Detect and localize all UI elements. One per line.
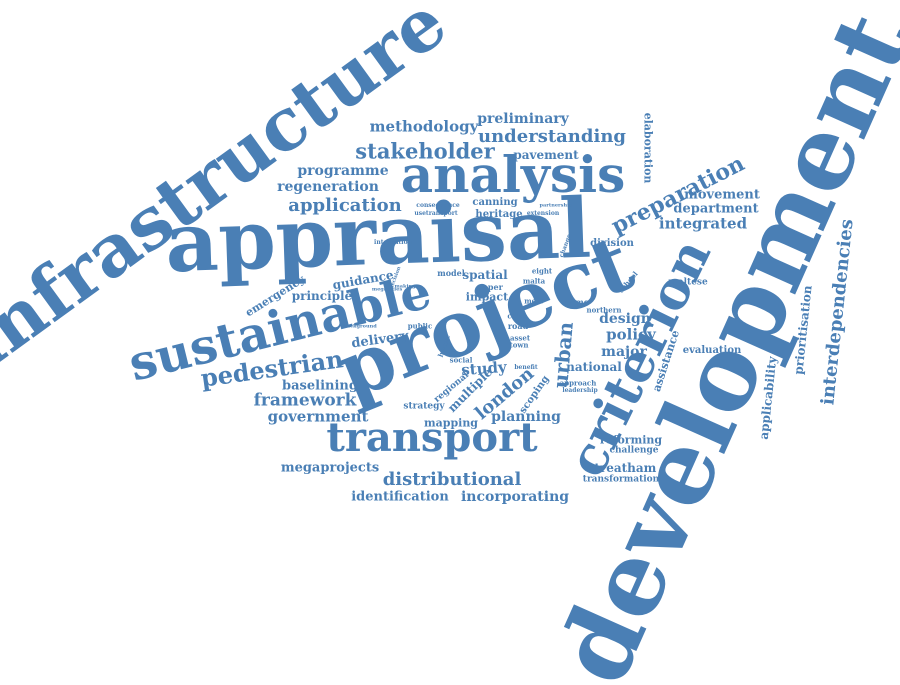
- word-elaboration: elaboration: [641, 112, 655, 184]
- word-malta: malta: [522, 276, 546, 286]
- word-heritage: heritage: [475, 209, 523, 220]
- word-stakeholder: stakeholder: [355, 138, 495, 164]
- word-challenge: challenge: [609, 445, 659, 456]
- word-megaprojects: megaprojects: [280, 460, 380, 476]
- word-preliminary: preliminary: [477, 111, 569, 127]
- word-making: making: [394, 283, 416, 290]
- word-background: background: [343, 323, 377, 330]
- word-major: major: [601, 344, 647, 360]
- word-usetransport: usetransport: [414, 210, 458, 217]
- word-framework: framework: [253, 390, 357, 411]
- word-social: social: [449, 355, 473, 365]
- word-asset: asset: [509, 333, 531, 343]
- word-public: public: [407, 321, 433, 331]
- word-identification: identification: [351, 489, 449, 505]
- word-government: government: [267, 407, 369, 426]
- word-mapping: mapping: [423, 416, 479, 430]
- word-extension: extension: [526, 210, 560, 217]
- word-planning: planning: [491, 409, 561, 425]
- word-streatham: streatham: [587, 461, 657, 475]
- word-reforming: reforming: [599, 433, 663, 447]
- word-distributional: distributional: [382, 469, 522, 490]
- word-spatial: spatial: [462, 268, 508, 282]
- word-paper: paper: [477, 282, 503, 292]
- word-case: case: [507, 311, 525, 321]
- word-analysis: analysis: [400, 145, 626, 204]
- word-incorporating: incorporating: [460, 489, 570, 505]
- word-policy: policy: [606, 325, 656, 344]
- word-consequence: consequence: [416, 202, 460, 209]
- word-programme: programme: [297, 163, 389, 179]
- word-leadership: leadership: [562, 387, 598, 394]
- word-impact: impact: [465, 290, 509, 304]
- word-transformation: transformation: [582, 474, 660, 485]
- word-evaluation: evaluation: [682, 345, 742, 356]
- word-transport: transport: [326, 414, 538, 461]
- word-maltese: maltese: [668, 277, 708, 288]
- word-road: road: [507, 321, 529, 331]
- word-partnership: partnership: [539, 202, 573, 209]
- word-design: design: [599, 311, 651, 327]
- word-methodology: methodology: [369, 117, 479, 136]
- word-eight: eight: [531, 266, 553, 276]
- word-canning: canning: [472, 197, 518, 208]
- word-development: development: [533, 0, 900, 685]
- word-model: model: [437, 268, 465, 278]
- word-mete: mete: [524, 296, 544, 306]
- word-pavement: pavement: [513, 148, 579, 162]
- word-understanding: understanding: [478, 126, 626, 147]
- word-town: town: [509, 340, 529, 350]
- word-regeneration: regeneration: [277, 179, 379, 195]
- word-department: department: [673, 201, 759, 217]
- word-integrated: integrated: [658, 214, 748, 233]
- word-strategy: strategy: [403, 401, 445, 412]
- word-baselining: baselining: [282, 378, 358, 394]
- word-benefit: benefit: [514, 364, 538, 371]
- word-integration: integration: [374, 239, 412, 246]
- word-division: division: [590, 238, 634, 249]
- word-national: national: [566, 360, 622, 374]
- word-movement: movement: [684, 187, 760, 203]
- word-approach: approach: [559, 378, 597, 388]
- word-megacities: megacities: [371, 286, 403, 293]
- word-application: application: [288, 195, 402, 216]
- word-principle: principle: [291, 289, 353, 303]
- word-crime: crime: [563, 297, 589, 307]
- word-northern: northern: [586, 305, 622, 315]
